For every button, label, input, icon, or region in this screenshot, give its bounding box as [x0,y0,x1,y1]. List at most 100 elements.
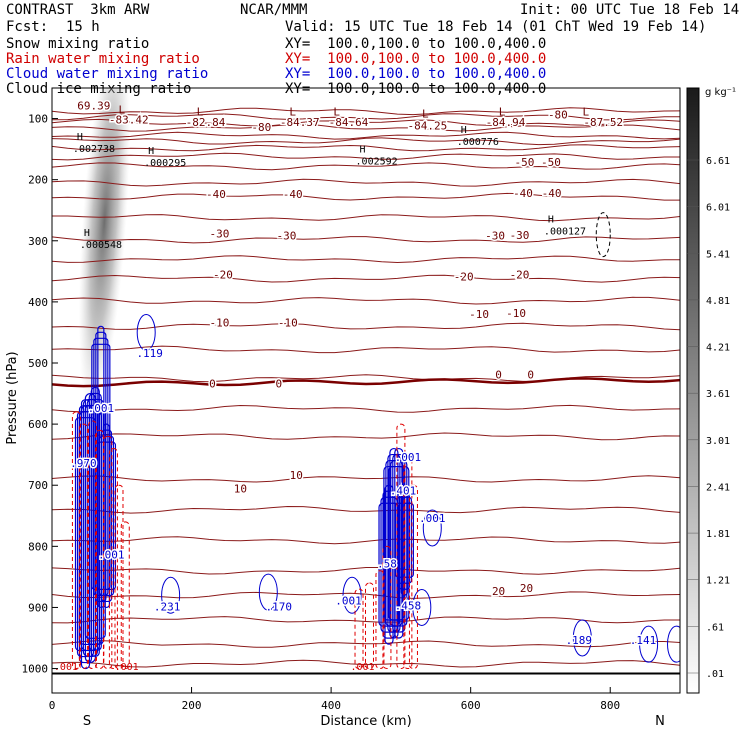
cloud-water-label: .001 [88,402,115,415]
isotherm-label: 69.39 [77,99,110,112]
isotherm-line [52,123,680,132]
axes: 0 200 400 600 800100200300400500600700800900… [22,113,621,712]
isotherm-line [52,178,680,187]
cloud-water-label: .170 [266,601,293,614]
snow-shading [78,88,130,412]
isotherm-label: 10 [234,483,247,496]
isotherm-line [52,536,680,545]
cloud-water-label: .970 [70,457,97,470]
isotherm-line [52,475,680,483]
rain-contour [114,484,124,670]
low-marker: L [499,106,506,119]
isotherm-label: -20 [510,269,530,282]
contour-labels: 69.39-83.42 -82.84 -80 -84.37 -84.64 -84.25 -8… [54,98,658,673]
cloud-water-contour [394,502,414,578]
x-tick-label: 0 [49,699,56,712]
isotherm-line [52,162,680,171]
snow-max-marker: H [77,132,83,143]
isotherm-label: -82.84 [186,116,226,129]
isotherm-label: -80 [251,121,271,134]
snow-max-marker: H [148,146,154,157]
low-marker: L [118,104,125,117]
isotherm-label: -84.37 [280,116,320,129]
x-axis-label: Distance (km) [320,714,411,729]
rain-contour [382,545,392,670]
colorbar-tick-label: .01 [706,669,724,680]
colorbar-tick-label: 4.21 [706,343,730,354]
isotherm-label: -40 [206,188,226,201]
y-tick-label: 800 [28,540,48,553]
field-snow-xy: XY= 100.0,100.0 to 100.0,400.0 [285,36,547,52]
rain-label: .001 [350,662,374,673]
isotherm-line [52,640,680,648]
ice-contour [595,212,611,258]
cloud-water-label: .189 [566,634,593,647]
isotherm-label: -50 [514,156,534,169]
y-tick-label: 600 [28,418,48,431]
isotherm-line [52,505,680,514]
colorbar: g kg⁻¹ .01 .61 1.21 1.81 2.41 3.01 3.61 4.21 4.8… [686,87,736,694]
isotherm-label: -20 [454,271,474,284]
x-axis-south-label: S [83,714,91,729]
isotherm-line [52,144,680,152]
y-tick-label: 300 [28,235,48,248]
cloud-water-contour [95,331,107,603]
y-tick-label: 100 [28,113,48,126]
colorbar-tick-label: 6.01 [706,203,730,214]
isotherm-label: -30 [510,229,530,242]
isotherm-label: -84.25 [408,120,448,133]
isotherm-label: -40 [542,187,562,200]
isotherm-line [52,236,680,244]
snow-max-marker: H [360,144,366,155]
colorbar-tick-label: .61 [706,622,724,633]
isotherm-label: -20 [213,269,233,282]
colorbar-units: g kg⁻¹ [705,87,736,98]
cloud-water-contour [100,429,113,603]
isotherm-line [52,432,680,441]
snow-max-marker: H [84,228,90,239]
low-marker: L [422,107,429,120]
field-snow-label: Snow mixing ratio [6,36,150,52]
cloud-water-label: .001 [335,594,362,607]
isotherm-label: -83.42 [109,113,149,126]
y-axis-label: Pressure (hPa) [5,351,20,444]
rain-contour [78,423,88,670]
snow-max-label: .000127 [544,227,586,238]
cloud-water-contour [342,576,362,614]
isotherm-label: -10 [278,316,298,329]
field-cloud-ice-xy: XY= 100.0,100.0 to 100.0,400.0 [285,81,547,97]
isotherm-label: -30 [485,230,505,243]
cloud-water-label: .141 [630,634,657,647]
x-axis-north-label: N [655,714,665,729]
field-cloud-water-xy: XY= 100.0,100.0 to 100.0,400.0 [285,66,547,82]
snow-max-marker: H [461,125,467,136]
cloud-water-contours [74,313,680,670]
rain-contour [403,454,413,670]
cloud-water-contour [161,576,181,614]
isotherm-line [52,404,680,413]
isotherm-line [52,591,680,599]
rain-contours [71,212,611,670]
rain-contour [108,448,118,670]
rain-contour [71,411,81,670]
snow-max-label: .000548 [80,240,122,251]
snow-plume [78,88,130,412]
colorbar-tick-label: 6.61 [706,156,730,167]
isotherm-label: 20 [520,582,533,595]
valid-time: Valid: 15 UTC Tue 18 Feb 14 (01 ChT Wed … [285,19,707,35]
cloud-water-contour [412,588,432,626]
low-marker: L [289,106,296,119]
low-marker: L [333,106,340,119]
zero-isotherm-line [52,377,680,388]
isotherm-label: -30 [210,228,230,241]
isotherm-label: -40 [283,188,303,201]
isotherm-label: -84.64 [329,116,369,129]
y-tick-label: 200 [28,174,48,187]
org-label: NCAR/MMM [240,2,308,18]
isotherm-line [52,616,680,624]
cloud-water-contour [400,484,408,596]
cloud-water-contour [667,625,680,663]
snow-max-label: .002738 [73,144,115,155]
y-tick-label: 1000 [22,663,49,676]
y-tick-label: 700 [28,479,48,492]
